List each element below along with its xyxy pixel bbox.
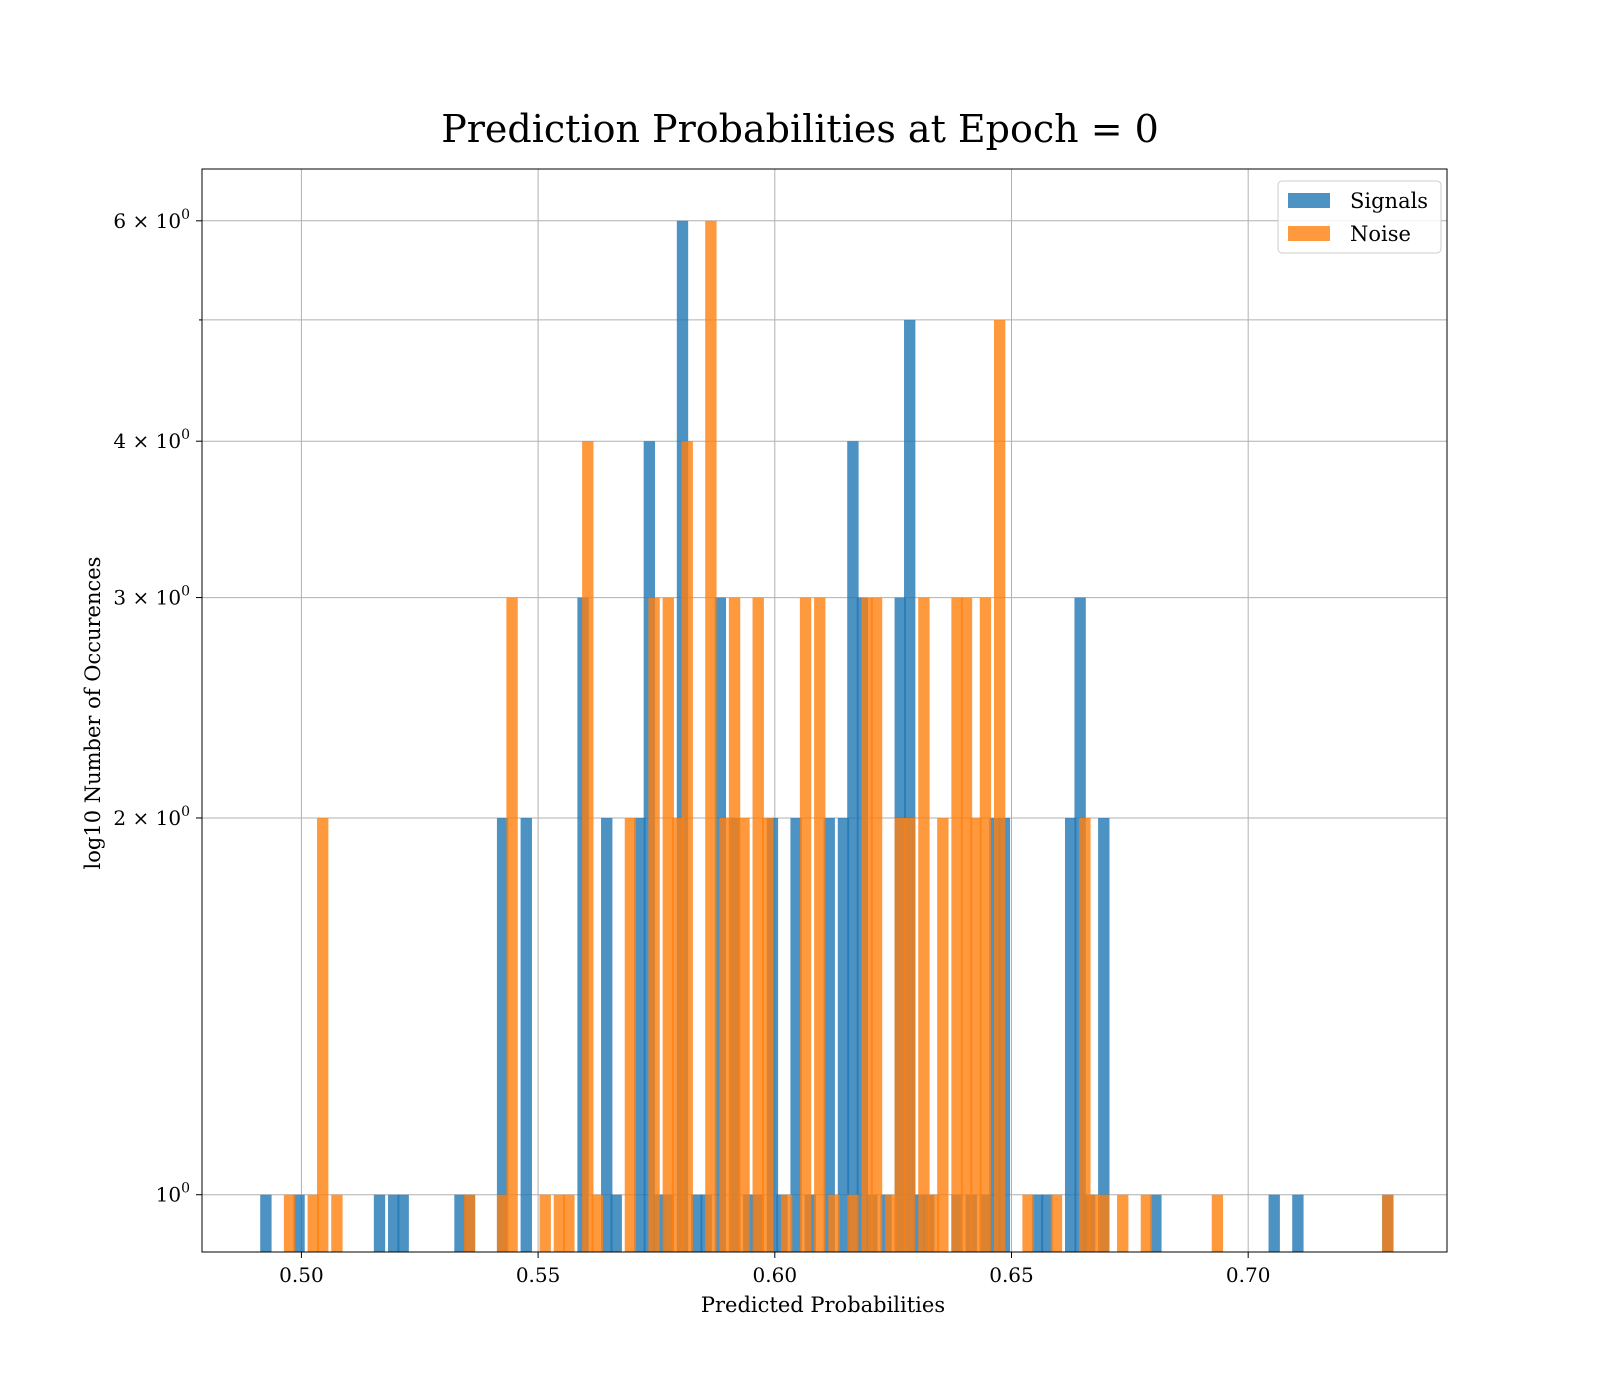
noise-bar — [937, 817, 949, 1252]
noise-bar — [648, 597, 660, 1252]
signals-bar — [837, 817, 850, 1252]
noise-bar — [1088, 1194, 1101, 1252]
noise-bar — [624, 817, 637, 1252]
noise-bar — [799, 597, 812, 1252]
noise-bar — [979, 597, 992, 1252]
noise-bar — [1079, 817, 1091, 1252]
signals-bar — [373, 1194, 386, 1252]
noise-bar — [582, 441, 594, 1252]
x-tick-label: 0.55 — [516, 1263, 561, 1287]
legend-label-signals: Signals — [1350, 189, 1428, 213]
signals-bar — [1292, 1194, 1304, 1252]
noise-bar — [1022, 1194, 1034, 1252]
noise-bar — [719, 817, 731, 1252]
series-noise — [283, 220, 1394, 1253]
x-axis-label: Predicted Probabilities — [701, 1293, 945, 1317]
noise-bar — [283, 1194, 296, 1252]
noise-bar — [496, 1194, 509, 1252]
noise-bar — [1117, 1194, 1129, 1252]
noise-bar — [960, 597, 973, 1252]
noise-bar — [463, 1194, 476, 1252]
noise-bar — [847, 1194, 859, 1252]
noise-bar — [885, 1194, 897, 1252]
noise-bar — [918, 597, 930, 1252]
signals-bar — [1041, 1194, 1053, 1252]
noise-bar — [762, 817, 774, 1252]
legend-swatch-noise — [1288, 226, 1330, 241]
noise-bar — [331, 1194, 343, 1252]
noise-bar — [1140, 1194, 1153, 1252]
legend-label-noise: Noise — [1350, 222, 1411, 246]
signals-bar — [610, 1194, 622, 1252]
noise-bar — [591, 1194, 603, 1252]
signals-bar — [260, 1194, 272, 1252]
noise-bar — [861, 597, 873, 1252]
signals-bar — [1150, 1194, 1162, 1252]
noise-bar — [970, 817, 982, 1252]
y-axis-label: log10 Number of Occurences — [81, 557, 105, 870]
x-tick-label: 0.50 — [279, 1263, 324, 1287]
signals-bar — [823, 817, 835, 1252]
noise-bar — [705, 220, 717, 1253]
y-tick-label: 2 × 100 — [113, 804, 190, 830]
signals-bar — [1098, 817, 1110, 1252]
signals-bar — [293, 1194, 305, 1252]
noise-bar — [894, 817, 906, 1252]
x-tick-label: 0.70 — [1226, 1263, 1271, 1287]
chart-title: Prediction Probabilities at Epoch = 0 — [441, 107, 1159, 151]
x-tick-label: 0.65 — [989, 1263, 1034, 1287]
noise-bar — [814, 597, 826, 1252]
signals-bar — [454, 1194, 466, 1252]
noise-bar — [307, 1194, 319, 1252]
noise-bar — [752, 597, 764, 1252]
signals-bar — [691, 1194, 703, 1252]
noise-bar — [728, 597, 741, 1252]
y-tick-label: 100 — [156, 1181, 190, 1207]
noise-bar — [317, 817, 329, 1252]
noise-bar — [681, 441, 693, 1252]
y-tick-label: 4 × 100 — [113, 427, 190, 453]
noise-bar — [1050, 1194, 1063, 1252]
noise-bar — [553, 1194, 566, 1252]
series-signals — [260, 220, 1394, 1253]
noise-bar — [506, 597, 518, 1252]
signals-bar — [1064, 817, 1077, 1252]
noise-bar — [870, 597, 883, 1252]
signals-bar — [520, 817, 532, 1252]
plot-frame — [201, 168, 1448, 1253]
signals-bar — [1031, 1194, 1044, 1252]
noise-bar — [738, 817, 750, 1252]
signals-bar — [1268, 1194, 1280, 1252]
legend-swatch-signals — [1288, 193, 1330, 208]
signals-bar — [634, 817, 646, 1252]
legend: Signals Noise — [1277, 180, 1442, 254]
noise-bar — [951, 597, 963, 1252]
bars-layer — [260, 220, 1394, 1253]
noise-bar — [1382, 1194, 1394, 1252]
y-tick-label: 3 × 100 — [113, 584, 190, 610]
signals-bar — [847, 441, 859, 1252]
signals-bar — [397, 1194, 409, 1252]
noise-bar — [993, 319, 1006, 1252]
noise-bar — [1098, 1194, 1110, 1252]
signals-bar — [388, 1194, 400, 1252]
noise-bar — [780, 1194, 793, 1252]
signals-bar — [496, 817, 509, 1252]
noise-bar — [662, 597, 674, 1252]
noise-bar — [672, 817, 684, 1252]
y-tick-label: 6 × 100 — [113, 207, 190, 233]
signals-bar — [904, 319, 916, 1252]
noise-bar — [1211, 1194, 1224, 1252]
noise-bar — [563, 1194, 575, 1252]
x-tick-label: 0.60 — [753, 1263, 798, 1287]
noise-bar — [539, 1194, 551, 1252]
noise-bar — [904, 817, 916, 1252]
noise-bar — [828, 1194, 840, 1252]
noise-bar — [927, 1194, 940, 1252]
ticks-layer: 0.50 0.55 0.60 0.65 0.70 100 2 × 100 3 × 100 4 ×… — [113, 207, 1270, 1287]
signals-bar — [601, 817, 613, 1252]
signals-bar — [790, 817, 802, 1252]
